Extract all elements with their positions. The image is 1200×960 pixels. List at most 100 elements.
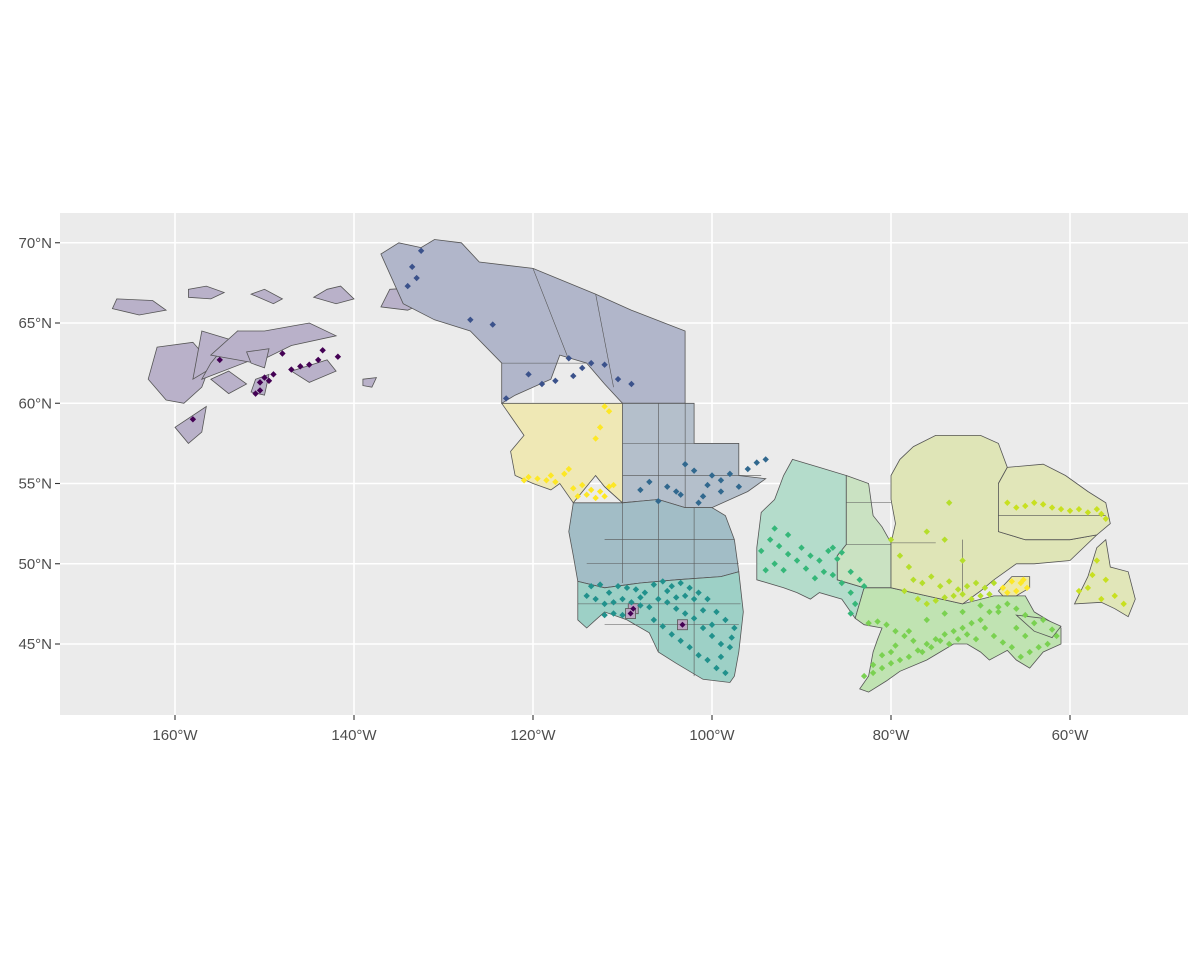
- point-mountain-9: [574, 493, 581, 500]
- x-tick-label-3: 100°W: [689, 727, 735, 744]
- point-labrador-8: [1075, 505, 1083, 513]
- region-labrador-0: [998, 463, 1111, 541]
- point-great-lakes-10: [950, 627, 957, 635]
- point-labrador-2: [1022, 502, 1029, 510]
- point-mountain-11: [583, 491, 590, 498]
- point-mountain-15: [601, 493, 608, 500]
- point-plains-south-28: [641, 589, 649, 596]
- point-plains-south-2: [601, 600, 608, 608]
- point-labrador-16: [1093, 557, 1101, 564]
- sub-boundary-15: [595, 294, 614, 388]
- point-plains-south-24: [677, 579, 684, 587]
- point-northwest-5: [489, 321, 496, 328]
- y-tick-label-2: 60°N: [18, 395, 52, 412]
- x-tick-label-0: 160°W: [152, 727, 198, 744]
- point-great-lakes-37: [919, 648, 926, 656]
- point-great-lakes-14: [986, 608, 993, 616]
- point-ontario-west-16: [771, 525, 778, 532]
- point-quebec-24: [923, 528, 930, 535]
- point-prairie-north-16: [695, 499, 702, 506]
- point-great-lakes-4: [896, 656, 904, 664]
- point-labrador-7: [1066, 507, 1074, 514]
- point-labrador-19: [1120, 600, 1127, 608]
- point-great-lakes-43: [865, 619, 872, 627]
- point-prairie-north-12: [646, 478, 653, 486]
- point-alaska-islands-10: [334, 353, 342, 360]
- point-great-lakes-13: [977, 616, 984, 624]
- point-great-lakes-33: [954, 635, 962, 643]
- point-great-lakes-24: [1035, 644, 1042, 651]
- point-great-lakes-36: [928, 644, 935, 651]
- point-plains-south-8: [655, 595, 662, 603]
- point-labrador-18: [1111, 592, 1118, 600]
- x-tick-label-4: 80°W: [873, 727, 911, 744]
- point-great-lakes-9: [941, 631, 948, 638]
- point-plains-south-23: [686, 584, 693, 592]
- point-plains-south-37: [695, 652, 702, 659]
- point-alaska-islands-11: [256, 387, 264, 394]
- point-quebec-20: [968, 595, 975, 603]
- point-great-lakes-5: [905, 653, 913, 661]
- sub-boundary-14: [532, 268, 570, 361]
- point-quebec-22: [986, 591, 993, 598]
- point-quebec-10: [972, 579, 980, 587]
- point-great-lakes-22: [1053, 632, 1060, 640]
- point-plains-south-16: [726, 644, 734, 651]
- point-ontario-west-18: [798, 544, 805, 551]
- highlight-point-2: [627, 610, 634, 617]
- y-tick-label-0: 70°N: [18, 235, 52, 252]
- point-great-lakes-41: [883, 621, 890, 628]
- point-plains-south-33: [596, 581, 604, 588]
- point-mountain-18: [601, 403, 608, 410]
- point-ontario-west-1: [775, 542, 783, 550]
- point-labrador-17: [1102, 576, 1109, 583]
- point-mountain-1: [525, 473, 532, 481]
- point-ontario-west-8: [838, 579, 845, 587]
- region-alaska-islands-13: [174, 405, 207, 444]
- point-great-lakes-52: [977, 602, 984, 609]
- point-prairie-north-13: [637, 486, 644, 494]
- x-tick-label-1: 140°W: [331, 727, 377, 744]
- point-prairie-north-7: [762, 456, 769, 463]
- point-great-lakes-2: [878, 664, 886, 672]
- point-alaska-islands-5: [288, 366, 295, 373]
- point-prairie-north-18: [677, 491, 684, 498]
- region-prairie-south: [568, 499, 740, 589]
- region-alaska-islands-14: [362, 377, 378, 388]
- point-quebec-3: [910, 576, 917, 583]
- point-great-lakes-17: [1013, 605, 1020, 612]
- point-plains-south-47: [690, 595, 698, 603]
- point-great-lakes-42: [874, 618, 881, 625]
- point-labrador-9: [1084, 509, 1092, 516]
- point-northwest-12: [587, 359, 595, 367]
- point-ontario-west-10: [852, 600, 859, 608]
- point-great-lakes-53: [995, 608, 1002, 616]
- point-prairie-north-1: [690, 467, 698, 474]
- point-plains-south-6: [637, 602, 644, 609]
- point-quebec-1: [896, 552, 904, 559]
- y-tick-label-4: 50°N: [18, 556, 52, 573]
- point-plains-south-41: [659, 623, 666, 630]
- point-labrador-1: [1013, 504, 1020, 511]
- point-plains-south-12: [690, 615, 698, 622]
- point-prairie-north-2: [708, 472, 716, 479]
- point-ontario-west-25: [847, 568, 854, 575]
- point-alaska-islands-14: [216, 356, 223, 364]
- point-plains-south-21: [704, 595, 711, 603]
- point-plains-south-42: [650, 616, 658, 624]
- point-ontario-west-11: [847, 610, 854, 617]
- point-quebec-6: [937, 583, 944, 590]
- point-great-lakes-28: [999, 639, 1007, 646]
- point-ontario-west-13: [771, 560, 778, 567]
- point-quebec-4: [919, 579, 926, 587]
- point-prairie-north-11: [664, 483, 671, 490]
- point-mountain-20: [596, 424, 604, 431]
- point-great-lakes-34: [945, 640, 953, 648]
- point-alaska-islands-8: [315, 356, 322, 364]
- point-mountain-7: [565, 465, 572, 473]
- point-quebec-14: [914, 595, 922, 603]
- point-labrador-14: [1084, 584, 1092, 592]
- point-mountain-6: [561, 470, 568, 478]
- highlight-point-1: [679, 621, 686, 628]
